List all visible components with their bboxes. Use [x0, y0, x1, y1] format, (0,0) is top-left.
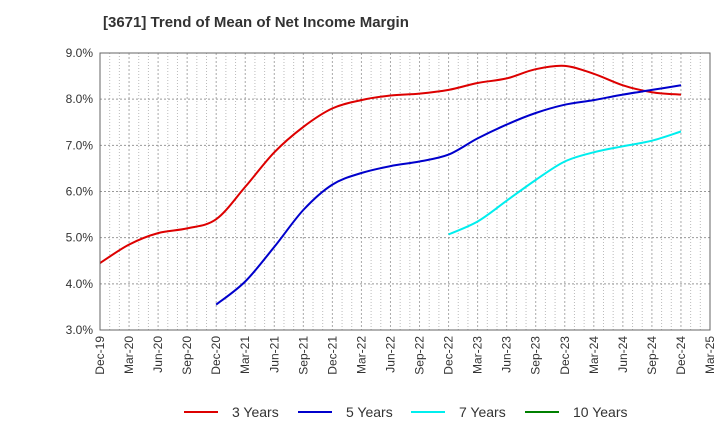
x-tick-label: Dec-23 — [558, 336, 572, 375]
x-tick-label: Sep-23 — [529, 336, 543, 375]
legend-item: 3 Years — [184, 404, 279, 420]
legend-item: 10 Years — [525, 404, 628, 420]
x-tick-label: Dec-21 — [325, 336, 339, 375]
x-tick-label: Sep-24 — [645, 336, 659, 375]
x-tick-label: Mar-25 — [703, 336, 717, 374]
x-tick-label: Mar-20 — [122, 336, 136, 374]
legend-swatch — [184, 411, 218, 413]
chart-title: [3671] Trend of Mean of Net Income Margi… — [103, 14, 409, 31]
series-line-5-years — [215, 84, 682, 306]
x-tick-label: Jun-22 — [383, 336, 397, 373]
x-tick-label: Dec-24 — [674, 336, 688, 375]
x-tick-label: Mar-22 — [354, 336, 368, 374]
legend-swatch — [525, 411, 559, 413]
grid-lines — [100, 53, 710, 330]
x-tick-label: Jun-24 — [616, 336, 630, 373]
legend-label: 10 Years — [573, 404, 628, 420]
y-tick-label: 6.0% — [66, 185, 94, 199]
x-tick-label: Dec-19 — [93, 336, 107, 375]
series-line-7-years — [448, 130, 682, 236]
legend-swatch — [411, 411, 445, 413]
x-tick-label: Mar-23 — [471, 336, 485, 374]
x-tick-label: Mar-24 — [587, 336, 601, 374]
legend-item: 5 Years — [298, 404, 393, 420]
plot-border — [99, 52, 711, 331]
x-tick-label: Dec-20 — [209, 336, 223, 375]
legend-item: 7 Years — [411, 404, 506, 420]
x-tick-label: Sep-20 — [180, 336, 194, 375]
x-tick-label: Dec-22 — [442, 336, 456, 375]
y-tick-label: 8.0% — [66, 92, 94, 106]
x-tick-label: Jun-21 — [267, 336, 281, 373]
y-tick-label: 7.0% — [66, 138, 94, 152]
x-tick-label: Sep-22 — [413, 336, 427, 375]
series-line-3-years — [99, 64, 682, 264]
series-lines — [99, 64, 682, 306]
x-axis: Dec-19 Mar-20 Jun-20 Sep-20 Dec-20 Mar-21 Jun-… — [93, 336, 717, 375]
y-tick-label: 3.0% — [66, 323, 94, 337]
x-tick-label: Jun-23 — [500, 336, 514, 373]
legend: 3 Years 5 Years 7 Years 10 Years — [0, 404, 720, 426]
legend-swatch — [298, 411, 332, 413]
legend-label: 7 Years — [459, 404, 506, 420]
legend-label: 5 Years — [346, 404, 393, 420]
y-tick-label: 4.0% — [66, 277, 94, 291]
y-axis: 3.0% 4.0% 5.0% 6.0% 7.0% 8.0% 9.0% — [66, 46, 94, 337]
y-tick-label: 5.0% — [66, 231, 94, 245]
y-tick-label: 9.0% — [66, 46, 94, 60]
x-tick-label: Mar-21 — [238, 336, 252, 374]
x-tick-label: Sep-21 — [296, 336, 310, 375]
x-tick-label: Jun-20 — [151, 336, 165, 373]
legend-label: 3 Years — [232, 404, 279, 420]
